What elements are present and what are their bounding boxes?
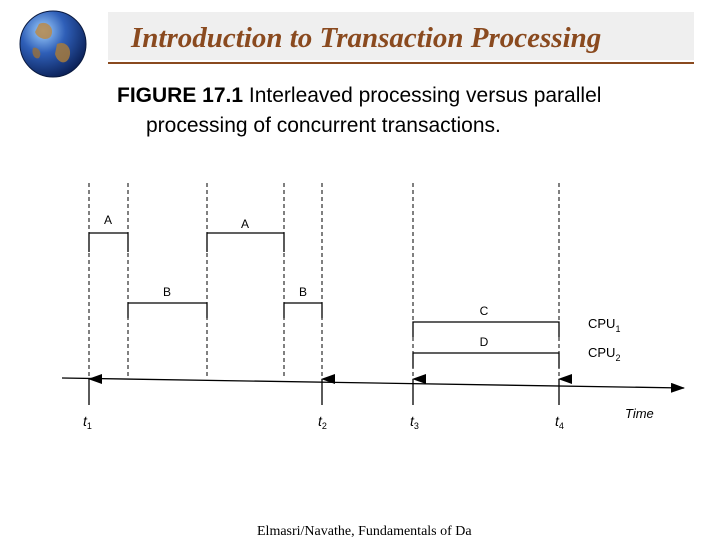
segment-d <box>412 352 560 368</box>
caption-label: FIGURE 17.1 <box>117 84 244 107</box>
time-mark-t2: t2 <box>318 413 327 431</box>
cpu1-label: CPU1 <box>588 316 620 334</box>
time-mark-t3: t3 <box>410 413 419 431</box>
slide-title: Introduction to Transaction Processing <box>131 22 602 54</box>
segment-c <box>412 321 560 337</box>
segment-label-b1: B <box>163 285 171 299</box>
segment-label-d: D <box>480 335 489 349</box>
caption-line2: processing of concurrent transactions. <box>146 114 501 137</box>
globe-icon <box>19 10 87 78</box>
footer-citation: Elmasri/Navathe, Fundamentals of Da <box>257 524 472 539</box>
caption-line1: Interleaved processing versus parallel <box>248 84 602 107</box>
cpu2-label: CPU2 <box>588 345 620 363</box>
segment-label-a1: A <box>104 213 112 227</box>
segment-b1 <box>127 302 208 318</box>
segment-label-a2: A <box>241 217 249 231</box>
segment-a2 <box>206 232 285 252</box>
segment-label-c: C <box>480 304 489 318</box>
time-axis-label: Time <box>625 406 654 421</box>
segment-a1 <box>88 232 129 252</box>
figure-caption: FIGURE 17.1 Interleaved processing versu… <box>117 81 717 141</box>
time-mark-t4: t4 <box>555 413 564 431</box>
title-rule <box>108 62 694 64</box>
title-bar <box>108 12 694 60</box>
segment-label-b2: B <box>299 285 307 299</box>
time-mark-t1: t1 <box>83 413 92 431</box>
dashed-guides <box>88 183 560 378</box>
segment-b2 <box>283 302 323 318</box>
time-axis <box>61 377 685 393</box>
transaction-segments <box>88 232 560 368</box>
time-marker-arrows <box>88 374 572 405</box>
